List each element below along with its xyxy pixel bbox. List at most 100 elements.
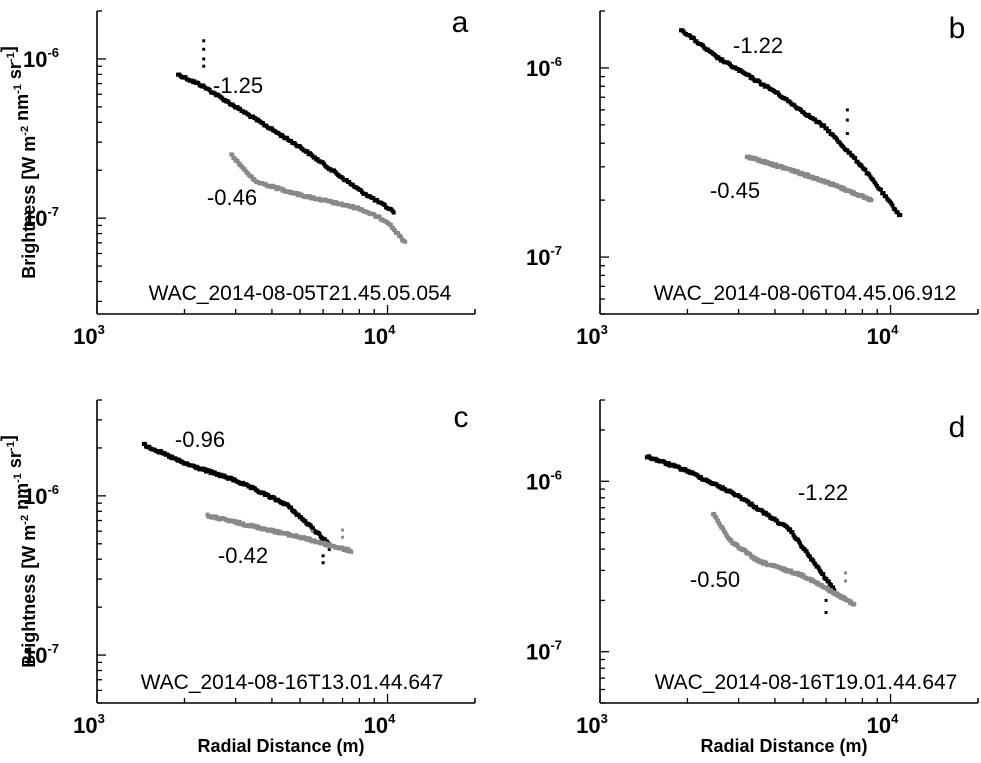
x-tick-label: 104 <box>867 322 899 349</box>
data-point <box>310 526 315 531</box>
outlier-point <box>779 566 783 570</box>
series-gray <box>205 512 354 554</box>
data-point <box>884 194 889 199</box>
outlier-point <box>202 57 206 61</box>
data-point <box>822 123 827 128</box>
data-point <box>308 523 313 528</box>
y-axis-title-part: ] <box>0 46 18 52</box>
data-point <box>893 207 898 212</box>
data-point <box>349 549 354 554</box>
data-point <box>388 222 393 227</box>
outlier-point <box>824 598 828 602</box>
slope-label: -0.46 <box>207 185 257 210</box>
data-point <box>747 73 752 78</box>
x-tick-exponent: 4 <box>388 322 396 337</box>
outlier-point <box>321 561 325 565</box>
data-point <box>700 43 705 48</box>
data-point <box>826 579 831 584</box>
data-point <box>835 137 840 142</box>
data-point <box>821 572 826 577</box>
data-point <box>266 492 271 497</box>
y-axis-title-exponent: -1 <box>5 52 17 62</box>
data-point <box>279 186 284 191</box>
data-point <box>289 505 294 510</box>
data-point <box>811 559 816 564</box>
data-point <box>238 162 243 167</box>
y-axis-title-part: sr <box>5 451 25 473</box>
data-point <box>746 499 751 504</box>
y-tick-exponent: -6 <box>550 54 562 69</box>
data-point <box>303 518 308 523</box>
panel-letter: a <box>452 6 469 39</box>
data-point <box>764 560 769 565</box>
data-point <box>790 530 795 535</box>
data-point <box>230 152 235 157</box>
series-black <box>175 39 396 215</box>
slope-label: -1.25 <box>213 73 263 98</box>
data-point <box>261 490 266 495</box>
data-point <box>806 112 811 117</box>
data-point <box>847 150 852 155</box>
data-point <box>375 198 380 203</box>
data-point <box>403 239 408 244</box>
data-point <box>774 518 779 523</box>
data-point <box>236 161 241 166</box>
data-point <box>791 532 796 537</box>
data-point <box>789 568 794 573</box>
data-point <box>801 573 806 578</box>
chart-panel-c: 103 10410-710-6-0.96-0.42cWAC_2014-08-16T… <box>0 399 476 756</box>
data-point <box>827 128 832 133</box>
x-tick-label: 104 <box>364 711 396 738</box>
data-point <box>391 210 396 215</box>
data-point <box>853 155 858 160</box>
outlier-point <box>310 529 314 533</box>
data-point <box>831 585 836 590</box>
data-point <box>653 456 658 461</box>
data-point <box>240 164 245 169</box>
outlier-point <box>845 132 849 136</box>
data-point <box>716 518 721 523</box>
data-point <box>285 135 290 140</box>
data-point <box>788 527 793 532</box>
data-point <box>272 528 277 533</box>
data-point <box>688 33 693 38</box>
data-point <box>852 601 857 606</box>
y-tick-label: 10-6 <box>23 45 59 72</box>
data-point <box>807 554 812 559</box>
data-point <box>351 203 356 208</box>
data-point <box>202 467 207 472</box>
x-tick-exponent: 4 <box>388 711 396 726</box>
x-tick-label: 104 <box>364 322 396 349</box>
outlier-point <box>844 571 848 575</box>
y-axis-title-part: nm <box>12 483 32 515</box>
series-black <box>678 28 903 218</box>
panel-letter: d <box>949 411 966 444</box>
data-point <box>863 167 868 172</box>
outlier-point <box>202 39 206 43</box>
y-axis-title-part: Brightness [W m <box>19 525 39 668</box>
y-tick-label: 10-6 <box>526 54 562 81</box>
x-tick-label: 103 <box>73 711 105 738</box>
data-point <box>713 54 718 59</box>
outlier-point <box>844 579 848 583</box>
x-tick-label: 103 <box>576 322 608 349</box>
outlier-point <box>202 47 206 51</box>
x-tick-exponent: 3 <box>601 322 608 337</box>
y-tick-exponent: -6 <box>47 482 59 497</box>
panel-letter: b <box>949 12 966 45</box>
x-axis-title: Radial Distance (m) <box>197 736 364 756</box>
data-point <box>392 228 397 233</box>
data-point <box>296 513 301 518</box>
y-tick-exponent: -6 <box>550 467 562 482</box>
data-point <box>666 461 671 466</box>
data-point <box>750 554 755 559</box>
data-point <box>247 113 252 118</box>
series-gray <box>229 152 408 244</box>
data-point <box>813 117 818 122</box>
data-point <box>371 195 376 200</box>
data-point <box>867 172 872 177</box>
y-tick-exponent: -7 <box>47 204 59 219</box>
slope-label: -0.96 <box>175 427 225 452</box>
y-axis-title-exponent: -1 <box>12 473 24 483</box>
data-point <box>813 562 818 567</box>
